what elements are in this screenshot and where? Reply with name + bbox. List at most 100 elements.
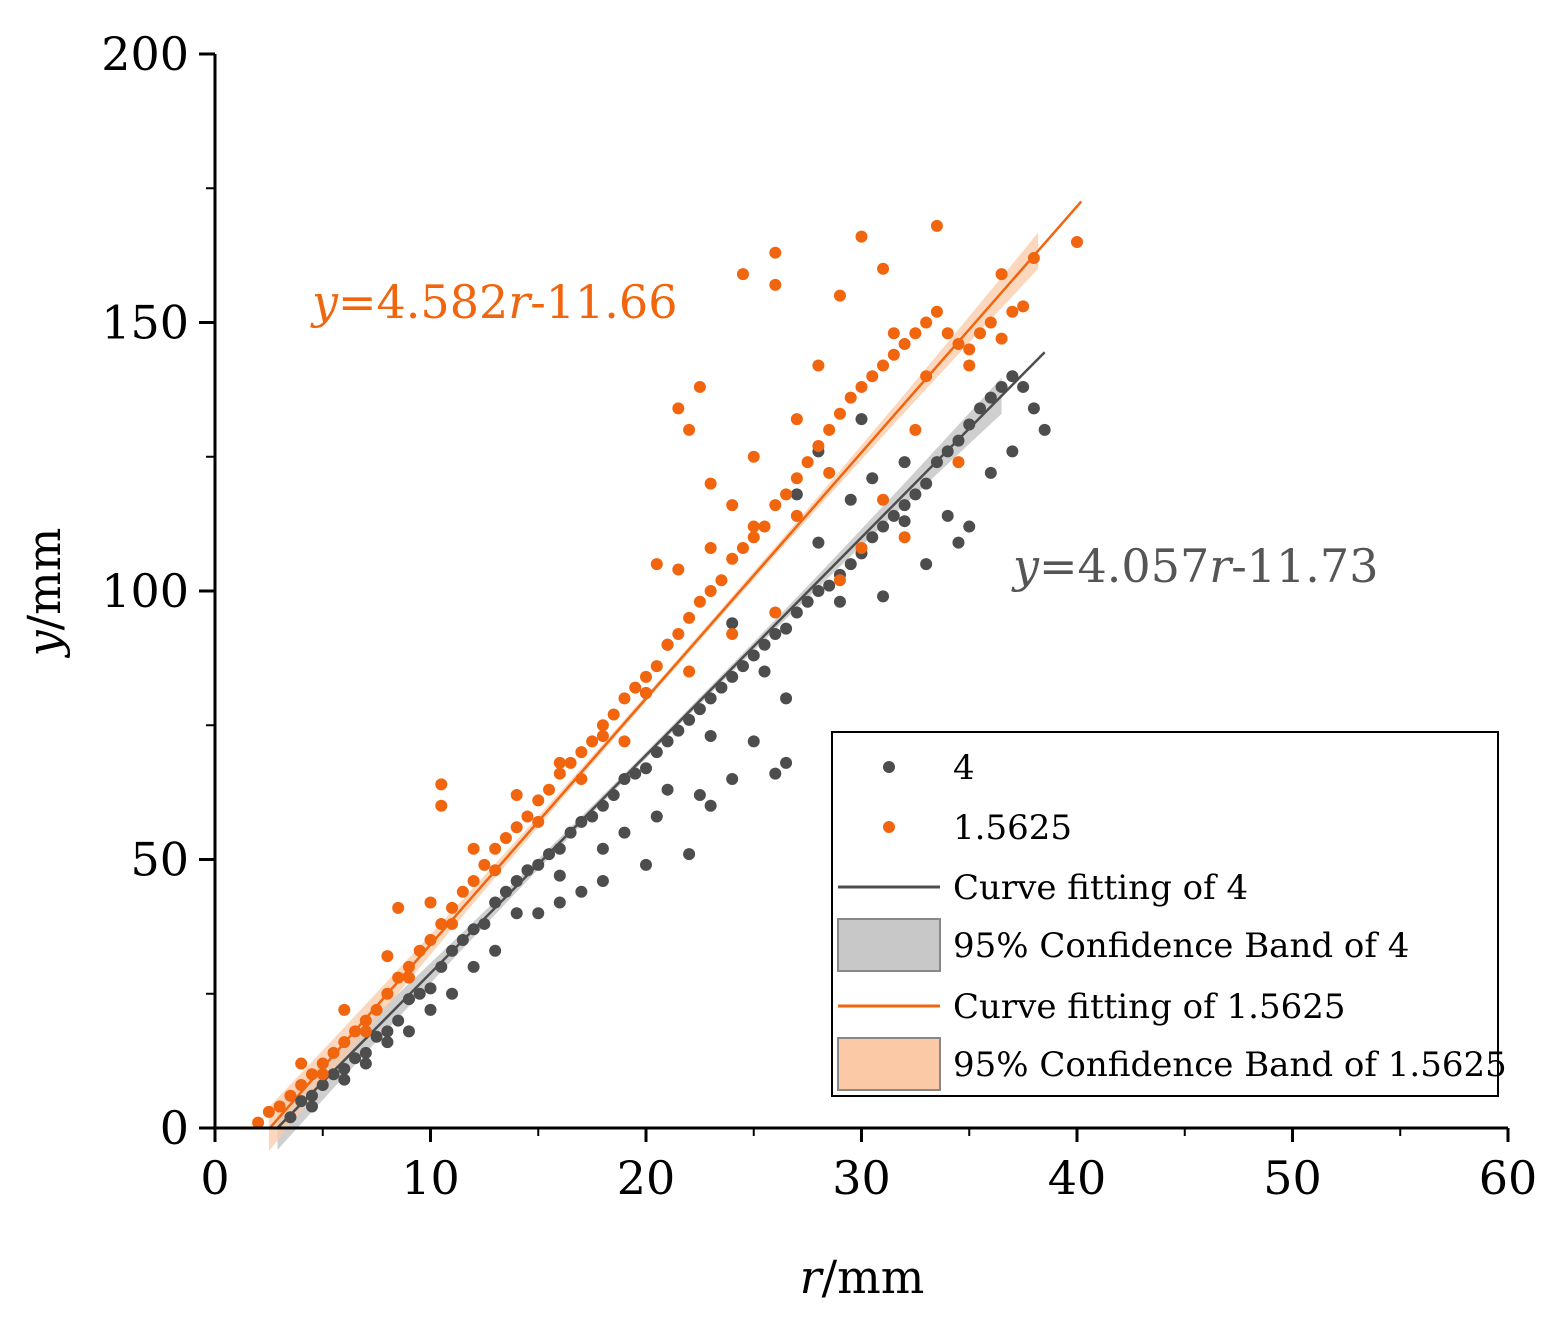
point-4	[338, 1062, 351, 1075]
fit-equation-4: y=4.057r-11.73	[1011, 539, 1378, 593]
point-1.5625	[769, 246, 782, 259]
y-tick-label: 50	[130, 833, 189, 887]
confidence-band-4	[277, 377, 1002, 1150]
point-4	[413, 987, 426, 1000]
point-1.5625	[930, 305, 943, 318]
point-1.5625	[510, 821, 523, 834]
point-4	[532, 907, 545, 920]
point-4	[877, 590, 890, 603]
point-4	[316, 1079, 329, 1092]
point-1.5625	[262, 1105, 275, 1118]
point-1.5625	[693, 595, 706, 608]
point-4	[672, 724, 685, 737]
point-4	[618, 772, 631, 785]
point-1.5625	[769, 278, 782, 291]
point-1.5625	[618, 735, 631, 748]
point-4	[456, 934, 469, 947]
point-4	[780, 692, 793, 705]
y-tick-label: 150	[101, 296, 189, 350]
point-4	[726, 772, 739, 785]
point-1.5625	[467, 874, 480, 887]
point-4	[844, 493, 857, 506]
point-1.5625	[543, 783, 556, 796]
point-4	[833, 595, 846, 608]
point-4	[338, 1073, 351, 1086]
point-4	[758, 638, 771, 651]
point-1.5625	[435, 917, 448, 930]
point-4	[564, 826, 577, 839]
point-1.5625	[273, 1100, 286, 1113]
point-4	[575, 815, 588, 828]
point-1.5625	[596, 719, 609, 732]
point-1.5625	[402, 971, 415, 984]
point-4	[898, 499, 911, 512]
point-1.5625	[855, 542, 868, 555]
point-4	[478, 917, 491, 930]
point-1.5625	[812, 440, 825, 453]
point-1.5625	[984, 316, 997, 329]
point-1.5625	[704, 585, 717, 597]
point-1.5625	[553, 767, 566, 780]
point-1.5625	[704, 542, 717, 555]
point-1.5625	[446, 917, 459, 930]
point-4	[769, 627, 782, 640]
point-1.5625	[672, 563, 685, 576]
legend-label: 1.5625	[953, 808, 1072, 848]
point-4	[424, 982, 437, 995]
point-4	[812, 585, 825, 597]
point-4	[521, 864, 534, 877]
point-1.5625	[1071, 235, 1083, 248]
point-4	[499, 885, 512, 898]
point-4	[758, 665, 771, 678]
point-1.5625	[467, 842, 480, 855]
x-tick-label: 30	[832, 1151, 891, 1205]
point-1.5625	[877, 493, 890, 506]
point-4	[952, 434, 965, 447]
point-4	[704, 692, 717, 705]
point-4	[877, 520, 890, 533]
point-4	[780, 622, 793, 635]
point-1.5625	[424, 896, 437, 909]
point-1.5625	[683, 611, 696, 624]
point-1.5625	[683, 423, 696, 436]
point-4	[661, 783, 674, 796]
point-1.5625	[586, 735, 599, 748]
point-1.5625	[715, 574, 728, 587]
point-4	[424, 1003, 437, 1016]
point-4	[446, 987, 459, 1000]
point-4	[963, 520, 976, 533]
point-1.5625	[510, 789, 523, 802]
legend-label: 95% Confidence Band of 1.5625	[953, 1045, 1507, 1085]
point-1.5625	[909, 327, 922, 340]
point-4	[586, 810, 599, 823]
point-1.5625	[866, 370, 879, 383]
point-1.5625	[327, 1046, 340, 1059]
point-4	[963, 418, 976, 431]
point-1.5625	[640, 670, 652, 683]
legend-band-swatch	[837, 1037, 941, 1091]
point-1.5625	[898, 531, 911, 544]
point-1.5625	[801, 456, 814, 469]
point-4	[1006, 445, 1019, 458]
point-1.5625	[758, 520, 771, 533]
point-4	[930, 456, 943, 469]
data-points	[252, 219, 1083, 1129]
point-1.5625	[381, 987, 394, 1000]
point-4	[327, 1068, 340, 1081]
point-1.5625	[844, 391, 857, 404]
point-1.5625	[553, 756, 566, 769]
point-4	[575, 885, 588, 898]
point-4	[984, 466, 997, 479]
axis-ticks: 0 10 20 30 40 50 60 0 50 100 150 200	[101, 27, 1537, 1205]
point-1.5625	[392, 971, 405, 984]
point-4	[359, 1057, 372, 1070]
point-1.5625	[930, 219, 943, 232]
point-4	[489, 944, 502, 957]
legend-frame	[831, 731, 1499, 1097]
point-4	[704, 799, 717, 812]
point-4	[596, 799, 609, 812]
point-4	[823, 579, 836, 592]
point-1.5625	[338, 1003, 351, 1016]
point-1.5625	[995, 332, 1008, 345]
point-4	[855, 413, 868, 426]
